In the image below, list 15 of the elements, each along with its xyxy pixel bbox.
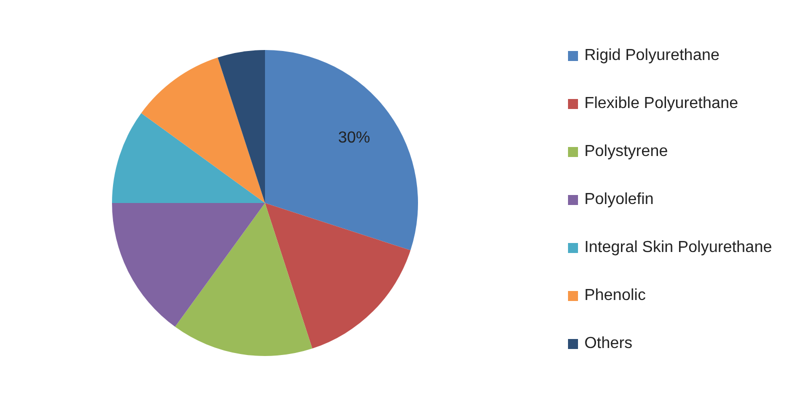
legend-label: Integral Skin Polyurethane [584, 239, 772, 257]
pie-slice [112, 203, 265, 327]
pie-slice [112, 113, 265, 203]
legend-label: Others [584, 335, 632, 353]
pie-slice [218, 50, 265, 203]
legend-label: Polystyrene [584, 143, 668, 161]
legend-label: Rigid Polyurethane [584, 47, 720, 65]
legend-label: Flexible Polyurethane [584, 95, 738, 113]
pie-slice [265, 203, 411, 349]
legend-label: Polyolefin [584, 191, 654, 209]
legend-label: Phenolic [584, 287, 646, 305]
pie-slice [175, 203, 312, 356]
pie-slice [141, 57, 265, 203]
pie-slice [265, 50, 418, 250]
data-label: 30% [338, 130, 370, 147]
